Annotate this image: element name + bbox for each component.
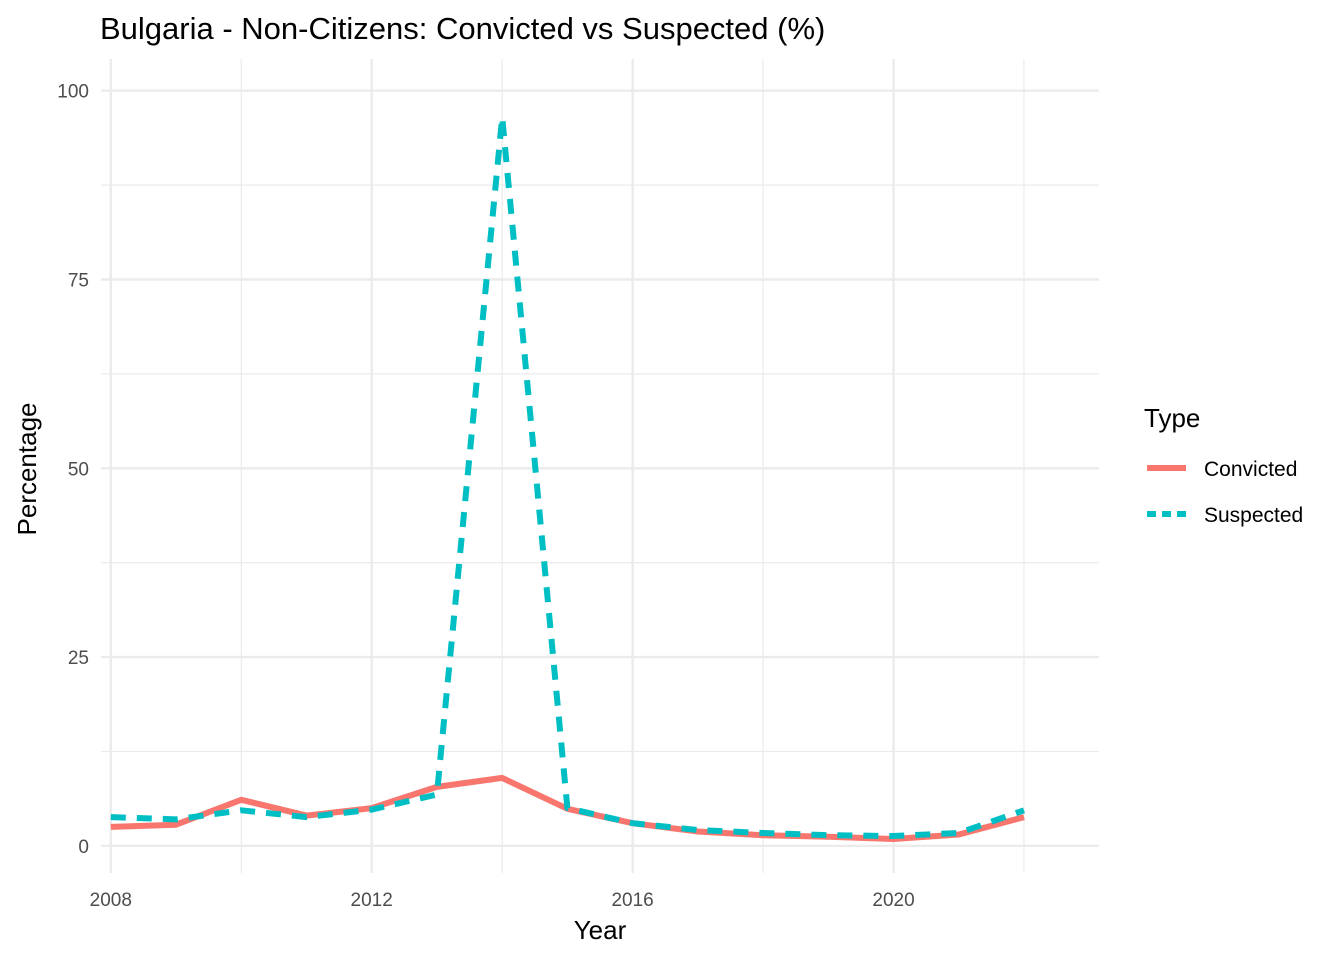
legend-label: Suspected <box>1204 504 1303 527</box>
minor-gridlines <box>101 59 1099 873</box>
x-tick-label: 2008 <box>90 890 132 911</box>
x-axis-tick-labels: 2008 2012 2016 2020 <box>90 890 915 911</box>
chart-title: Bulgaria - Non-Citizens: Convicted vs Su… <box>100 11 825 46</box>
x-axis-title: Year <box>574 915 627 945</box>
legend: Type Convicted Suspected <box>1144 403 1303 527</box>
y-axis-title: Percentage <box>12 403 42 536</box>
y-tick-label: 0 <box>78 837 89 858</box>
series-lines <box>110 114 1025 842</box>
x-tick-label: 2012 <box>351 890 393 911</box>
y-tick-label: 75 <box>68 270 89 291</box>
legend-label: Convicted <box>1204 458 1297 481</box>
major-gridlines <box>101 59 1099 873</box>
legend-keys: Convicted Suspected <box>1147 458 1303 527</box>
y-tick-label: 25 <box>68 648 89 669</box>
x-tick-label: 2016 <box>611 890 653 911</box>
legend-item-suspected: Suspected <box>1147 504 1303 527</box>
x-tick-label: 2020 <box>872 890 914 911</box>
y-tick-label: 100 <box>57 82 89 103</box>
legend-title: Type <box>1144 403 1200 433</box>
y-tick-label: 50 <box>68 459 89 480</box>
legend-item-convicted: Convicted <box>1147 458 1297 481</box>
plot-panel <box>101 59 1099 873</box>
y-axis-tick-labels: 0 25 50 75 100 <box>57 82 89 858</box>
series-line-suspected <box>110 114 1025 839</box>
